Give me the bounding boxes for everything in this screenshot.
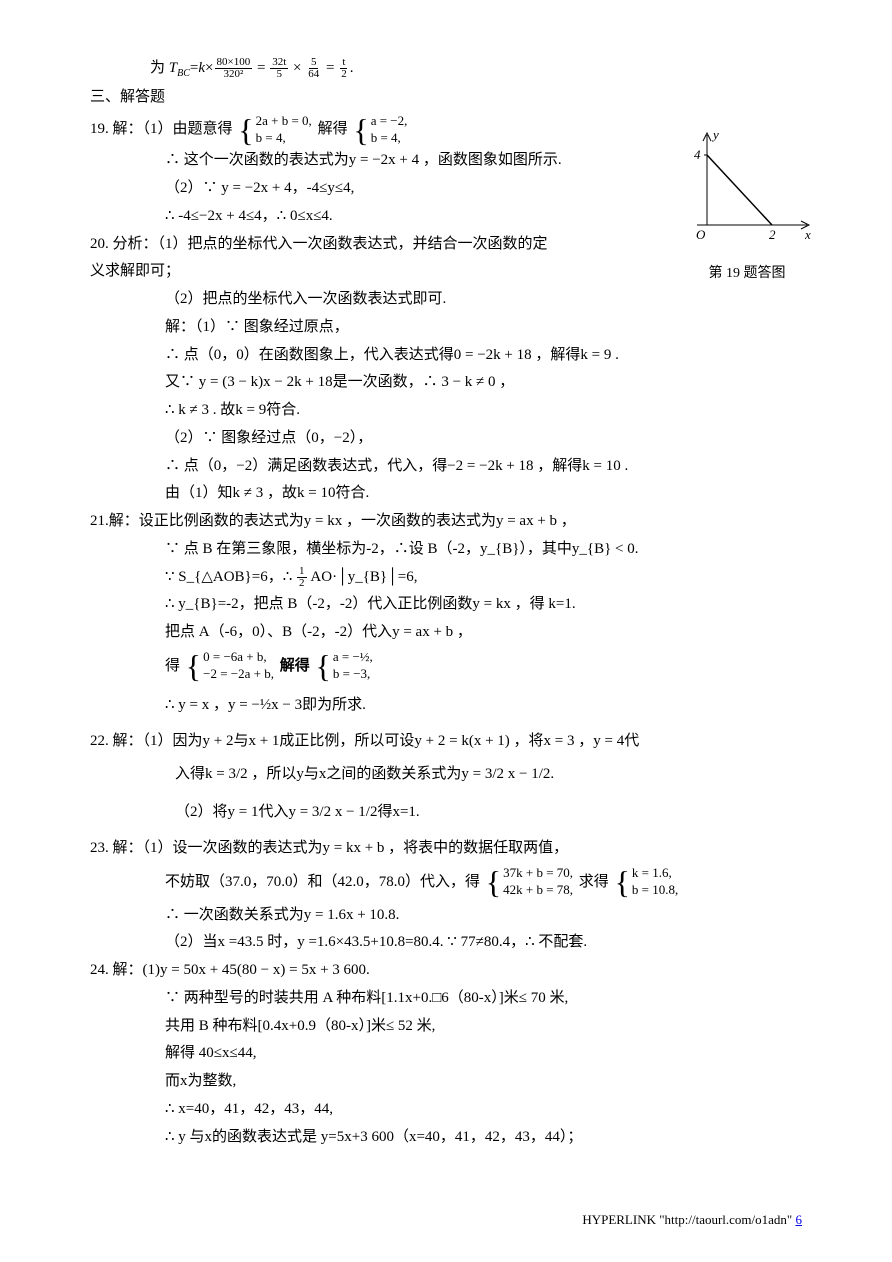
y-tick-label: 4 (694, 147, 701, 162)
q20-l10: 由（1）知k ≠ 3 ，故k = 10符合. (90, 480, 802, 508)
q20-l7: ∴ k ≠ 3 . 故k = 9符合. (90, 397, 802, 425)
q20-l6: 又∵ y = (3 − k)x − 2k + 18是一次函数，∴ 3 − k ≠… (90, 369, 802, 397)
q24-l1: 24. 解：(1)y = 50x + 45(80 − x) = 5x + 3 6… (90, 957, 802, 985)
q23-l2: 不妨取（37.0，70.0）和（42.0，78.0）代入，得 {37k + b … (90, 863, 802, 902)
q21-l3: ∵ S_{△AOB}=6，∴ 12 AO·│y_{B}│=6, (90, 564, 802, 592)
q22-l3: （2）将y = 1代入y = 3/2 x − 1/2得x=1. (90, 799, 802, 827)
q21-l4: ∴ y_{B}=-2，把点 B（-2，-2）代入正比例函数y = kx ，得 k… (90, 591, 802, 619)
q21-l1: 21.解：设正比例函数的表达式为y = kx ，一次函数的表达式为y = ax … (90, 508, 802, 536)
x-tick-label: 2 (769, 227, 776, 242)
graph-icon: 4 2 O y x (677, 125, 817, 245)
figure-caption: 第 19 题答图 (677, 261, 817, 287)
q24-l2: ∵ 两种型号的时装共用 A 种布料[1.1x+0.□6（80-x）]米≤ 70 … (90, 985, 802, 1013)
q23-l3: ∴ 一次函数关系式为y = 1.6x + 10.8. (90, 902, 802, 930)
q22-l1: 22. 解：（1）因为y + 2与x + 1成正比例，所以可设y + 2 = k… (90, 728, 802, 756)
header-formula: 为 TBC=k×80×100320² = 32t5 × 564 = t2. (90, 55, 802, 84)
q20-l5: ∴ 点（0，0）在函数图象上，代入表达式得0 = −2k + 18 ，解得k =… (90, 342, 802, 370)
q24-l7: ∴ y 与x的函数表达式是 y=5x+3 600（x=40，41，42，43，4… (90, 1124, 802, 1152)
q24-l3: 共用 B 种布料[0.4x+0.9（80-x）]米≤ 52 米, (90, 1013, 802, 1041)
q23-l1: 23. 解：（1）设一次函数的表达式为y = kx + b ，将表中的数据任取两… (90, 835, 802, 863)
section-heading: 三、解答题 (90, 84, 802, 112)
q20-l8: （2）∵ 图象经过点（0，−2）， (90, 425, 802, 453)
page-footer: HYPERLINK "http://taourl.com/o1adn" 6 (582, 1208, 802, 1232)
q20-l4: 解：（1）∵ 图象经过原点， (90, 314, 802, 342)
q20-l9: ∴ 点（0，−2）满足函数表达式，代入，得−2 = −2k + 18 ，解得k … (90, 453, 802, 481)
figure-19: 4 2 O y x 第 19 题答图 (677, 125, 817, 287)
q23-l4: （2）当x =43.5 时，y =1.6×43.5+10.8=80.4. ∵ 7… (90, 929, 802, 957)
q22-l2: 入得k = 3/2 ，所以y与x之间的函数关系式为y = 3/2 x − 1/2… (90, 761, 802, 789)
q21-l7: ∴ y = x ，y = −½x − 3即为所求. (90, 692, 802, 720)
q24-l4: 解得 40≤x≤44, (90, 1040, 802, 1068)
q21-l2: ∵ 点 B 在第三象限，横坐标为-2，∴设 B（-2，y_{B}），其中y_{B… (90, 536, 802, 564)
footer-link[interactable]: 6 (796, 1212, 803, 1227)
origin-label: O (696, 227, 706, 242)
q24-l6: ∴ x=40，41，42，43，44, (90, 1096, 802, 1124)
x-axis-label: x (804, 227, 811, 242)
q21-l6: 得 {0 = −6a + b,−2 = −2a + b, 解得 {a = −½,… (90, 647, 802, 686)
q21-l5: 把点 A（-6，0）、B（-2，-2）代入y = ax + b ， (90, 619, 802, 647)
q24-l5: 而x为整数, (90, 1068, 802, 1096)
y-axis-label: y (711, 127, 719, 142)
q20-l3: （2）把点的坐标代入一次函数表达式即可. (90, 286, 802, 314)
